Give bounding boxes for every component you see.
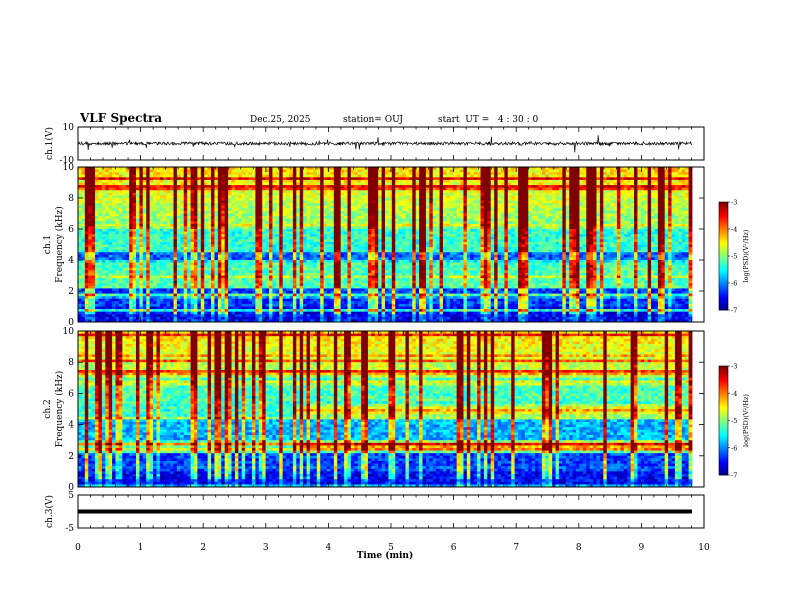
ch2-spectrogram-colorbar-label: log(PSD)(V²/Hz) xyxy=(742,394,750,447)
x-tick-label: 3 xyxy=(263,543,269,553)
y-tick-label: 8 xyxy=(68,194,74,204)
x-tick-label: 6 xyxy=(451,543,457,553)
ch2-spectrogram-ylabel2: Frequency (kHz) xyxy=(54,371,65,448)
colorbar-tick-label: -5 xyxy=(731,417,737,425)
ch3-waveform-line xyxy=(78,510,692,514)
ch2-spectrogram-cells xyxy=(78,331,692,487)
colorbar-tick-label: -3 xyxy=(731,363,737,371)
ch2-spectrogram-colorbar xyxy=(719,366,730,475)
y-tick-label: -5 xyxy=(65,524,74,534)
x-tick-label: 8 xyxy=(576,543,582,553)
colorbar-tick-label: -5 xyxy=(731,253,737,261)
ch1-spectrogram-colorbar xyxy=(719,202,730,310)
x-tick-label: 4 xyxy=(326,543,332,553)
ch1-waveform-line xyxy=(78,135,692,152)
ch3-ylabel: ch.3(V) xyxy=(44,495,55,528)
colorbar-tick-label: -6 xyxy=(731,280,737,288)
colorbar-tick-label: -3 xyxy=(731,199,737,207)
colorbar-tick-label: -7 xyxy=(731,307,737,315)
colorbar-tick-label: -7 xyxy=(731,472,737,480)
colorbar-tick-label: -6 xyxy=(731,444,737,452)
ch2-spectrogram-ylabel: ch.2 xyxy=(43,399,53,418)
x-tick-label: 7 xyxy=(513,543,519,553)
y-tick-label: 4 xyxy=(68,256,74,266)
colorbar-tick-label: -4 xyxy=(731,226,737,234)
x-tick-label: 1 xyxy=(138,543,144,553)
x-tick-label: 2 xyxy=(200,543,206,553)
x-tick-label: 9 xyxy=(639,543,645,553)
x-axis-label: Time (min) xyxy=(357,550,414,561)
y-tick-label: 10 xyxy=(63,163,75,173)
y-tick-label: 10 xyxy=(63,327,75,337)
y-tick-label: 10 xyxy=(63,123,75,133)
y-tick-label: 2 xyxy=(68,452,74,462)
x-tick-label: 10 xyxy=(698,543,710,553)
ch1-spectrogram-ylabel: ch.1 xyxy=(43,235,53,254)
ch1-ylabel: ch.1(V) xyxy=(44,127,55,160)
colorbar-tick-label: -4 xyxy=(731,390,737,398)
y-tick-label: 2 xyxy=(68,287,74,297)
ch1-spectrogram-colorbar-label: log(PSD)(V²/Hz) xyxy=(742,229,750,282)
y-tick-label: 4 xyxy=(68,421,74,431)
y-tick-label: 6 xyxy=(68,389,74,399)
x-tick-label: 0 xyxy=(75,543,81,553)
y-tick-label: 8 xyxy=(68,358,74,368)
ch1-spectrogram-ylabel2: Frequency (kHz) xyxy=(54,206,65,283)
y-tick-label: 6 xyxy=(68,225,74,235)
ch1-spectrogram-cells xyxy=(78,167,692,322)
y-tick-label: 5 xyxy=(68,491,74,501)
